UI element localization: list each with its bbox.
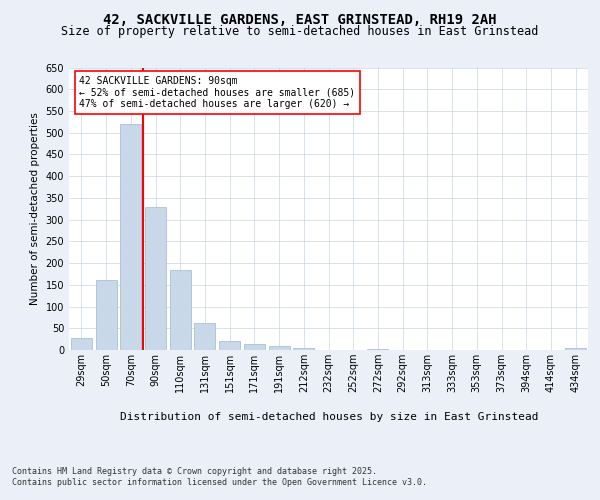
Bar — [219, 342, 240, 350]
Bar — [194, 322, 215, 350]
Bar — [71, 338, 92, 350]
Bar — [244, 344, 265, 350]
Text: Contains HM Land Registry data © Crown copyright and database right 2025.
Contai: Contains HM Land Registry data © Crown c… — [12, 468, 427, 487]
Text: 42, SACKVILLE GARDENS, EAST GRINSTEAD, RH19 2AH: 42, SACKVILLE GARDENS, EAST GRINSTEAD, R… — [103, 12, 497, 26]
Bar — [95, 280, 116, 350]
Text: 42 SACKVILLE GARDENS: 90sqm
← 52% of semi-detached houses are smaller (685)
47% : 42 SACKVILLE GARDENS: 90sqm ← 52% of sem… — [79, 76, 356, 109]
Bar — [367, 348, 388, 350]
Bar — [269, 346, 290, 350]
Bar — [293, 348, 314, 350]
Bar — [145, 206, 166, 350]
Bar — [170, 270, 191, 350]
Text: Distribution of semi-detached houses by size in East Grinstead: Distribution of semi-detached houses by … — [119, 412, 538, 422]
Text: Size of property relative to semi-detached houses in East Grinstead: Size of property relative to semi-detach… — [61, 25, 539, 38]
Y-axis label: Number of semi-detached properties: Number of semi-detached properties — [30, 112, 40, 305]
Bar — [565, 348, 586, 350]
Bar — [120, 124, 141, 350]
